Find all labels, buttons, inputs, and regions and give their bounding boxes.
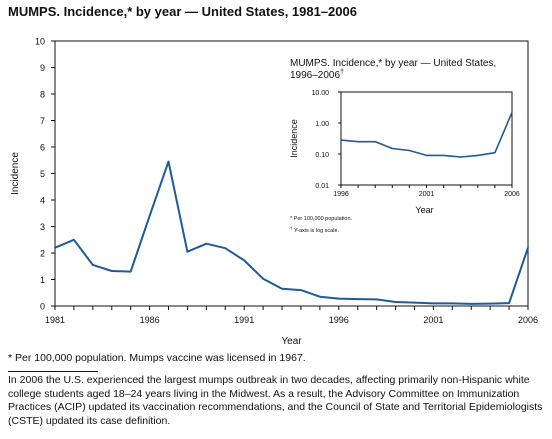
data-point xyxy=(54,246,56,249)
data-point xyxy=(129,270,132,273)
data-point xyxy=(337,297,340,300)
y-tick-label: 5 xyxy=(40,169,45,179)
y-tick-label: 4 xyxy=(40,196,45,206)
data-point xyxy=(413,301,416,304)
inset-title-second-line: 1996–2006† xyxy=(290,69,344,81)
data-point xyxy=(356,298,359,301)
inset-plot-frame xyxy=(340,91,513,186)
y-tick-label: 3 xyxy=(40,222,45,232)
y-tick-label: 1 xyxy=(40,275,45,285)
data-point xyxy=(318,295,321,298)
inset-y-tick-label: 0.10 xyxy=(315,152,329,159)
inset-data-point xyxy=(460,156,462,158)
x-tick-label: 1986 xyxy=(140,315,160,325)
data-point xyxy=(508,302,510,304)
x-axis-label: Year xyxy=(281,336,302,347)
inset-note-mark: † xyxy=(290,226,293,231)
inset-data-point xyxy=(408,149,411,152)
y-tick-label: 7 xyxy=(40,116,45,126)
inset-x-tick-label: 2001 xyxy=(419,191,435,198)
inset-data-point xyxy=(425,154,428,157)
inset-y-axis-label: Incidence xyxy=(289,119,299,158)
inset-y-tick-label: 0.01 xyxy=(315,183,329,190)
inset-y-tick-label: 10.00 xyxy=(311,90,329,97)
inset-y-tick-label: 1.00 xyxy=(315,121,329,128)
data-point xyxy=(186,250,189,253)
data-point xyxy=(281,287,283,290)
data-point xyxy=(91,264,94,266)
inset-data-point xyxy=(374,140,376,143)
data-point xyxy=(167,160,170,163)
inset-data-point xyxy=(511,111,513,114)
y-tick-label: 8 xyxy=(40,90,45,100)
data-point xyxy=(110,270,113,272)
footnote: * Per 100,000 population. Mumps vaccine … xyxy=(8,352,306,364)
inset-series-line xyxy=(340,112,513,158)
inset-note-1: * Per 100,000 population. xyxy=(290,216,353,222)
data-point xyxy=(205,242,208,245)
inset-log-chart: MUMPS. Incidence,* by year — United Stat… xyxy=(289,58,520,234)
data-point xyxy=(262,277,265,280)
inset-title-mark: † xyxy=(340,69,344,76)
x-tick-label: 2001 xyxy=(423,315,443,325)
x-tick-label: 1996 xyxy=(329,315,349,325)
data-point xyxy=(527,246,529,249)
description-text: In 2006 the U.S. experienced the largest… xyxy=(8,374,543,427)
main-line-chart: 0 1 2 3 4 5 6 7 8 9 10 1981 1986 1991 1996 2001 2006 Year… xyxy=(10,37,538,348)
data-point xyxy=(375,298,378,301)
inset-data-point xyxy=(494,152,496,154)
x-tick-label: 1991 xyxy=(234,315,254,325)
data-point xyxy=(394,301,397,303)
data-point xyxy=(451,302,454,305)
y-tick-label: 9 xyxy=(40,63,45,73)
inset-note-2: † Y-axis is log scale. xyxy=(290,226,340,234)
data-point xyxy=(148,215,151,217)
incidence-series-line xyxy=(54,160,529,305)
inset-x-tick-label: 2006 xyxy=(504,191,520,198)
y-axis-label: Incidence xyxy=(10,152,21,195)
y-tick-label: 2 xyxy=(40,249,45,259)
inset-data-point xyxy=(442,154,445,157)
data-point xyxy=(489,302,492,305)
inset-data-point xyxy=(391,147,393,150)
y-tick-label: 0 xyxy=(40,302,45,312)
data-point xyxy=(224,247,227,250)
inset-data-point xyxy=(340,139,342,141)
inset-x-axis-label: Year xyxy=(415,205,433,215)
inset-x-tick-label: 1996 xyxy=(333,191,349,198)
inset-data-point xyxy=(357,140,359,143)
inset-title: MUMPS. Incidence,* by year — United Stat… xyxy=(290,58,496,69)
data-point xyxy=(432,302,435,305)
data-point xyxy=(73,238,75,241)
inset-title-line1: MUMPS. Incidence,* by year — United Stat… xyxy=(290,58,496,69)
inset-data-point xyxy=(477,154,479,157)
y-tick-label: 6 xyxy=(40,143,45,153)
data-point xyxy=(300,289,302,291)
inset-note-text: Y-axis is log scale. xyxy=(294,228,340,234)
y-tick-label: 10 xyxy=(35,37,45,47)
chart-area: 0 1 2 3 4 5 6 7 8 9 10 1981 1986 1991 1996 2001 2006 Year… xyxy=(10,37,538,348)
data-point xyxy=(243,259,246,262)
x-tick-label: 1981 xyxy=(45,315,65,325)
chart-title: MUMPS. Incidence,* by year — United Stat… xyxy=(8,4,357,19)
x-tick-label: 2006 xyxy=(518,315,538,325)
footnote-divider xyxy=(8,371,98,372)
inset-title-line2: 1996–2006 xyxy=(290,70,340,81)
data-point xyxy=(470,302,473,305)
